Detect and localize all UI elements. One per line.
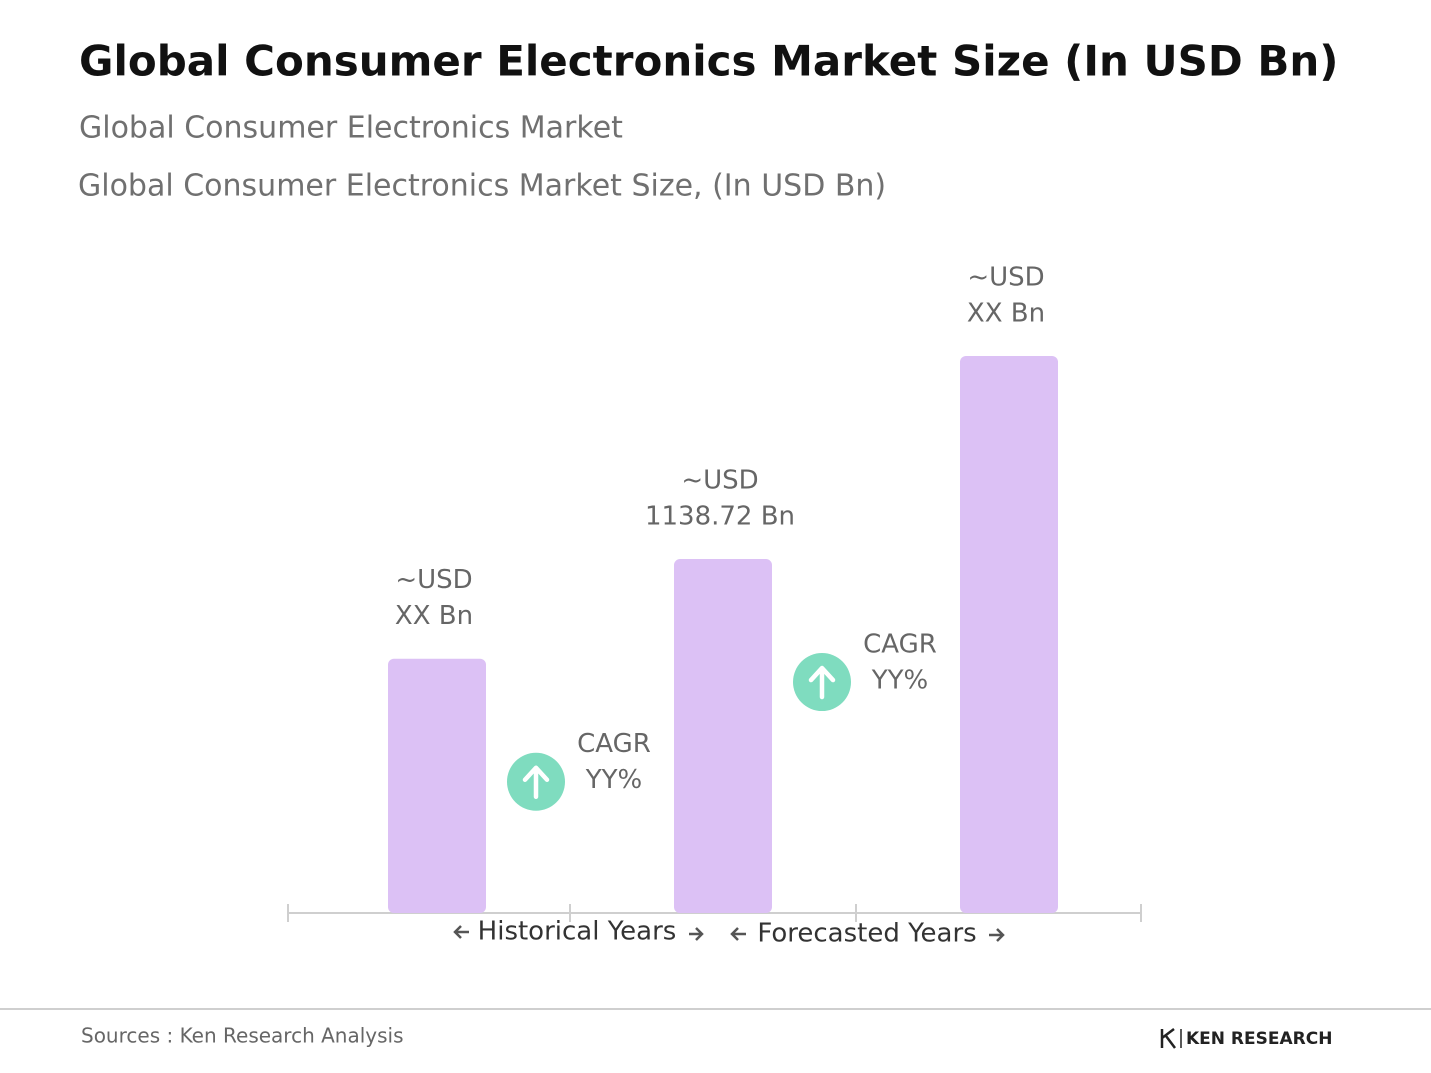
value-label: ~USD (967, 263, 1044, 293)
bar (388, 658, 486, 913)
value-label: ~USD (395, 565, 472, 595)
bar (960, 356, 1058, 913)
cagr-label: YY% (871, 666, 928, 696)
description: Global Consumer Electronics Market Size,… (78, 169, 886, 204)
period-label: Forecasted Years (757, 919, 976, 949)
period-label: Historical Years (478, 917, 677, 947)
value-label: XX Bn (395, 601, 473, 631)
cagr-label: YY% (585, 765, 642, 795)
value-label: ~USD (681, 466, 758, 496)
cagr-label: CAGR (863, 630, 937, 660)
period-arrows (453, 925, 1005, 942)
bar (674, 559, 772, 913)
cagr-arrow (522, 765, 550, 799)
subtitle: Global Consumer Electronics Market (79, 111, 623, 146)
source: Sources : Ken Research Analysis (81, 1024, 404, 1048)
cagr-label: CAGR (577, 729, 651, 759)
brand: KEN RESEARCH (1186, 1029, 1332, 1049)
brand-logo: KEN RESEARCH (1160, 1028, 1332, 1049)
chart-title: Global Consumer Electronics Market Size … (79, 37, 1338, 86)
value-label: 1138.72 Bn (645, 502, 795, 532)
cagr-arrow (808, 665, 836, 700)
value-label: XX Bn (967, 299, 1045, 329)
